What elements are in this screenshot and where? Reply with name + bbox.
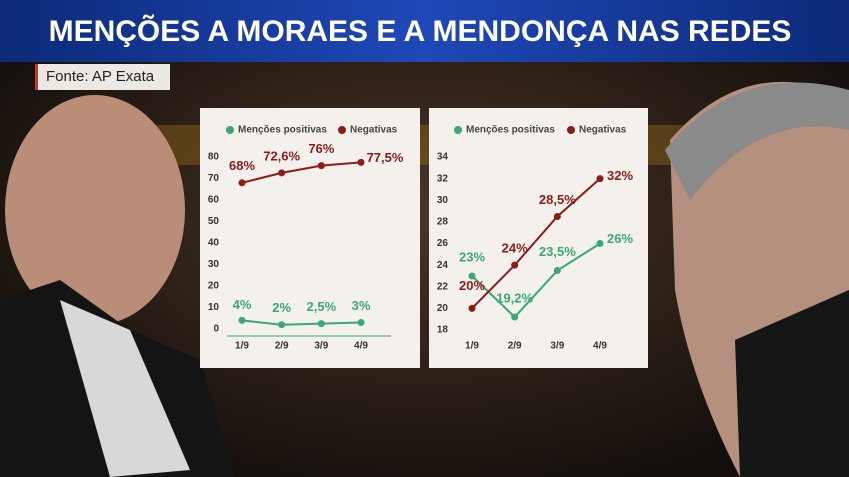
y-tick-label: 40 (208, 238, 220, 249)
y-tick-label: 34 (437, 152, 449, 163)
x-tick-label: 1/9 (235, 341, 249, 352)
legend-marker (454, 126, 462, 134)
data-point (357, 158, 365, 166)
y-tick-label: 24 (437, 260, 449, 271)
x-tick-label: 2/9 (275, 341, 289, 352)
value-label: 20% (459, 278, 485, 293)
y-tick-label: 10 (208, 302, 220, 313)
value-label: 32% (607, 168, 633, 183)
title-bar (0, 0, 849, 62)
data-point (511, 313, 519, 321)
data-point (596, 175, 604, 183)
source-accent (35, 64, 38, 90)
y-tick-label: 20 (437, 303, 449, 314)
data-point (357, 319, 365, 327)
data-point (238, 179, 246, 187)
data-point (317, 320, 325, 328)
x-tick-label: 3/9 (550, 341, 564, 352)
person-left (0, 95, 235, 477)
y-tick-label: 30 (437, 195, 449, 206)
series-line (241, 319, 362, 326)
value-label: 23% (459, 249, 485, 264)
data-point (278, 321, 286, 329)
y-tick-label: 26 (437, 238, 449, 249)
value-label: 4% (233, 297, 252, 312)
data-point (553, 212, 561, 220)
legend-marker (338, 126, 346, 134)
data-point (596, 240, 604, 247)
legend-marker (226, 126, 234, 134)
source: Fonte: AP Exata (46, 68, 155, 85)
y-tick-label: 22 (437, 281, 449, 292)
data-point (468, 304, 476, 312)
data-point (511, 261, 519, 269)
legend-label: Menções positivas (466, 125, 555, 136)
x-tick-label: 4/9 (354, 341, 368, 352)
x-tick-label: 4/9 (593, 341, 607, 352)
value-label: 2% (272, 300, 291, 315)
x-tick-label: 2/9 (508, 341, 522, 352)
y-tick-label: 60 (208, 195, 220, 206)
y-tick-label: 20 (208, 281, 220, 292)
value-label: 76% (308, 141, 334, 156)
y-tick-label: 80 (208, 152, 220, 163)
y-tick-label: 50 (208, 216, 220, 227)
series-line (471, 242, 601, 319)
source-box (35, 64, 170, 90)
value-label: 28,5% (539, 192, 576, 207)
series-line (471, 177, 601, 310)
legend-label: Menções positivas (238, 125, 327, 136)
data-point (553, 267, 561, 275)
value-label: 77,5% (367, 150, 404, 165)
data-point (468, 272, 476, 280)
person-right (665, 81, 849, 477)
value-label: 26% (607, 231, 633, 246)
y-tick-label: 32 (437, 173, 449, 184)
legend-label: Negativas (579, 125, 627, 136)
legend-label: Negativas (350, 125, 398, 136)
value-label: 19,2% (496, 290, 533, 305)
value-label: 3% (352, 298, 371, 313)
y-tick-label: 70 (208, 173, 220, 184)
value-label: 72,6% (263, 148, 300, 163)
title: MENÇÕES A MORAES E A MENDONÇA NAS REDES (49, 14, 792, 48)
y-tick-label: 28 (437, 217, 449, 228)
value-label: 2,5% (307, 299, 337, 314)
y-tick-label: 30 (208, 259, 220, 270)
data-point (238, 316, 246, 324)
value-label: 24% (502, 241, 528, 256)
legend-marker (567, 126, 575, 134)
y-tick-label: 18 (437, 325, 449, 336)
data-point (317, 162, 325, 170)
value-label: 68% (229, 158, 255, 173)
y-tick-label: 0 (213, 324, 219, 335)
series-line (241, 161, 362, 184)
data-point (278, 169, 286, 177)
x-tick-label: 1/9 (465, 341, 479, 352)
x-tick-label: 3/9 (314, 341, 328, 352)
value-label: 23,5% (539, 244, 576, 259)
